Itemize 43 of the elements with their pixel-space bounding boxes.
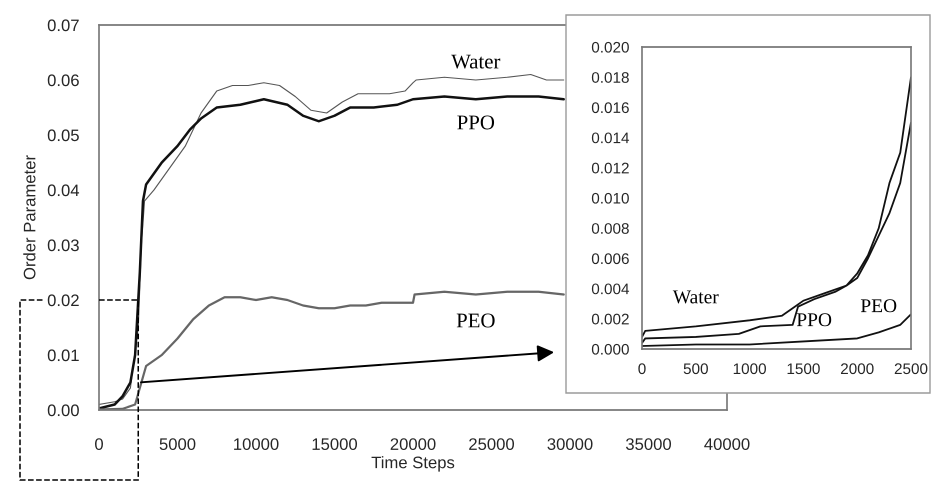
x-tick-label: 1500 (788, 363, 820, 374)
series-label: PEO (456, 313, 495, 328)
y-tick-label: 0.06 (48, 74, 79, 86)
x-tick-label: 0 (95, 438, 103, 450)
y-tick-label: 0.07 (48, 19, 79, 32)
y-tick-label: 0.00 (48, 404, 79, 416)
x-tick-label: 35000 (626, 438, 672, 450)
y-tick-label: 0.018 (592, 72, 629, 83)
x-tick-label: 5000 (160, 438, 196, 450)
y-tick-label: 0.002 (592, 314, 629, 324)
y-tick-label: 0.014 (592, 132, 630, 144)
y-axis-title: Order Parameter (23, 155, 36, 280)
x-tick-label: 40000 (704, 438, 750, 450)
y-tick-label: 0.006 (592, 253, 629, 264)
x-tick-label: 25000 (469, 438, 514, 450)
x-tick-label: 30000 (547, 438, 593, 450)
y-tick-label: 0.03 (48, 239, 79, 252)
x-tick-label: 1000 (734, 363, 766, 374)
x-tick-label: 20000 (390, 438, 436, 450)
y-tick-label: 0.004 (592, 283, 630, 294)
series-label: Water (451, 54, 500, 69)
series-label: Water (672, 290, 719, 304)
y-tick-label: 0.05 (48, 129, 79, 142)
x-tick-label: 0 (638, 363, 646, 374)
y-tick-label: 0.000 (592, 344, 629, 355)
x-tick-label: 15000 (312, 438, 358, 450)
x-tick-label: 500 (684, 363, 708, 374)
x-tick-label: 10000 (234, 438, 279, 450)
y-tick-label: 0.04 (48, 184, 80, 196)
y-tick-label: 0.02 (48, 294, 79, 306)
x-tick-label: 2500 (894, 363, 928, 374)
y-tick-label: 0.016 (592, 102, 629, 114)
y-tick-label: 0.020 (592, 42, 629, 53)
y-tick-label: 0.010 (592, 192, 629, 204)
y-tick-label: 0.008 (592, 223, 629, 234)
series-label: PPO (457, 115, 494, 130)
x-axis-title: Time Steps (372, 456, 454, 472)
series-label: PEO (860, 299, 896, 312)
y-tick-label: 0.01 (48, 349, 79, 362)
series-label: PPO (796, 313, 832, 326)
line-series (99, 290, 565, 410)
y-tick-label: 0.012 (592, 162, 629, 174)
x-tick-label: 2000 (840, 363, 874, 374)
